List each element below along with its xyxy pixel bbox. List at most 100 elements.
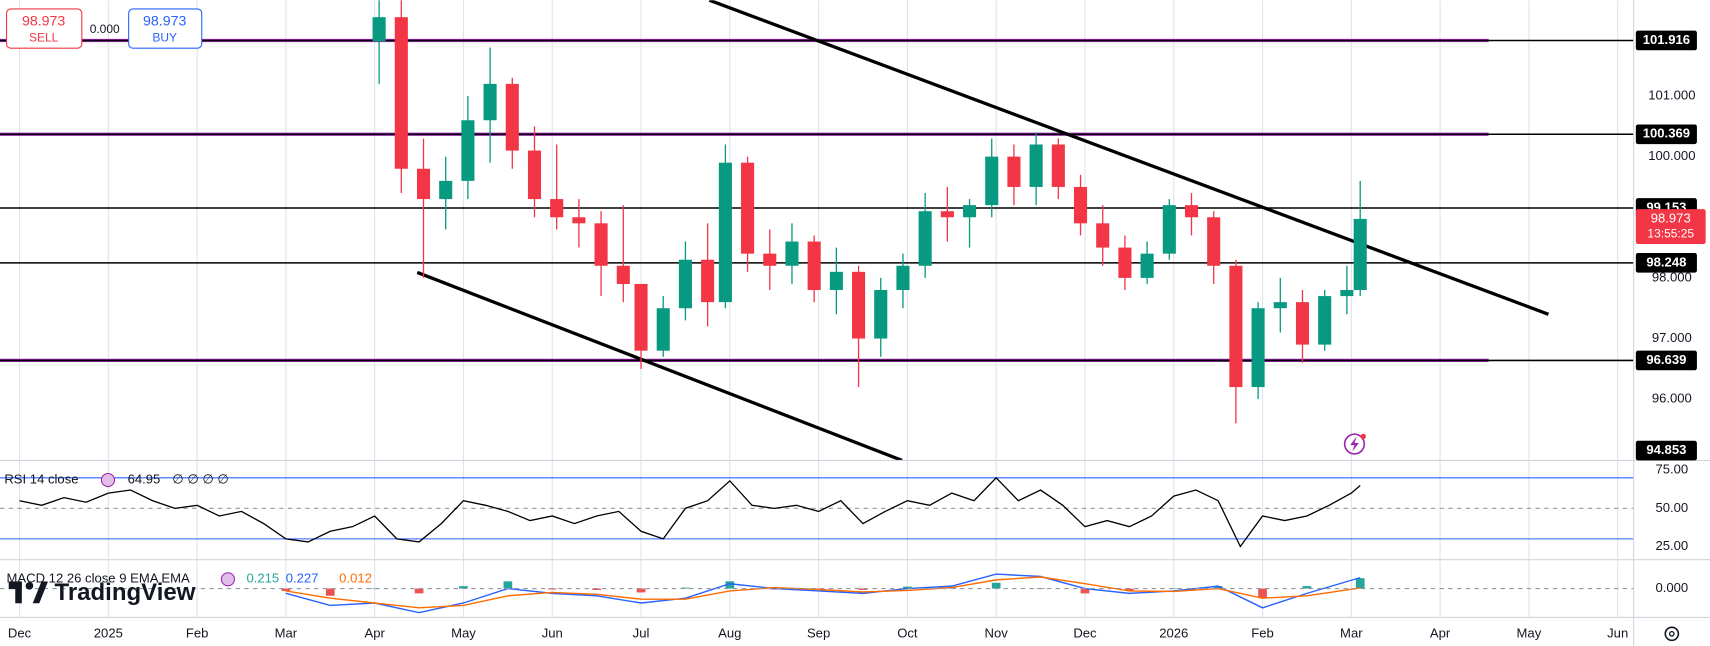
signal-line bbox=[285, 576, 1361, 609]
candle-body bbox=[1251, 308, 1265, 388]
legend-title: RSI 14 close bbox=[4, 471, 78, 486]
histogram-bar bbox=[1080, 588, 1090, 594]
macd-pane bbox=[0, 573, 1634, 614]
axes: Dec 2025 Feb Mar Apr May Jun Jul Aug Sep Oct Nov Dec… bbox=[8, 30, 1706, 640]
candle-body bbox=[678, 259, 692, 309]
histogram-bar bbox=[1169, 588, 1179, 589]
buy-label[interactable]: BUY bbox=[152, 31, 177, 45]
x-tick-label: Jun bbox=[542, 625, 563, 640]
y-tick-label: 25.00 bbox=[1655, 538, 1688, 553]
legend-icon bbox=[100, 472, 116, 488]
legend-value: 0.227 bbox=[286, 571, 319, 586]
level-label-box bbox=[1635, 350, 1697, 371]
histogram-bar bbox=[681, 587, 690, 589]
settings-icon[interactable] bbox=[1664, 626, 1680, 642]
last-price-box bbox=[1635, 209, 1706, 244]
candle-body bbox=[483, 83, 497, 121]
candle-body bbox=[634, 283, 648, 351]
y-tick-label: 0.000 bbox=[1655, 580, 1688, 595]
candle-body bbox=[1073, 186, 1088, 224]
candle-body bbox=[1140, 253, 1154, 278]
x-tick-label: Dec bbox=[8, 625, 32, 640]
candle-body bbox=[1273, 302, 1287, 309]
y-tick-label: 50.00 bbox=[1655, 500, 1688, 515]
candle-body bbox=[1118, 247, 1132, 278]
candle-body bbox=[439, 180, 453, 200]
candle-body bbox=[505, 83, 519, 151]
level-label: 96.639 bbox=[1646, 352, 1686, 367]
level-label-box bbox=[1635, 30, 1697, 51]
candle-body bbox=[718, 162, 732, 303]
candle-body bbox=[1029, 144, 1043, 187]
legend-value: 0.012 bbox=[339, 571, 372, 586]
x-tick-label: Dec bbox=[1073, 625, 1097, 640]
y-tick-label: 75.00 bbox=[1655, 462, 1688, 477]
x-tick-label: Mar bbox=[275, 625, 298, 640]
histogram-bar bbox=[1302, 586, 1312, 589]
candle-body bbox=[1295, 302, 1310, 345]
logo: TradingView bbox=[8, 579, 196, 606]
histogram-bar bbox=[903, 586, 912, 589]
buy-price[interactable]: 98.973 bbox=[143, 14, 186, 30]
sell-label[interactable]: SELL bbox=[29, 31, 59, 45]
candle-body bbox=[572, 217, 586, 224]
alert-icon[interactable] bbox=[1343, 433, 1366, 455]
candle-body bbox=[807, 241, 821, 291]
x-tick-label: May bbox=[451, 625, 476, 640]
histogram-bar bbox=[459, 586, 468, 589]
candle-body bbox=[1162, 205, 1176, 254]
x-tick-label: Oct bbox=[897, 625, 918, 640]
histogram-bar bbox=[281, 588, 291, 591]
legend-title: MACD 12 26 close 9 EMA EMA bbox=[7, 571, 190, 586]
candle-body bbox=[372, 17, 386, 42]
candle-body bbox=[1007, 156, 1021, 187]
trendline bbox=[708, 0, 1549, 316]
candle-body bbox=[616, 265, 630, 284]
y-tick-label: 96.000 bbox=[1652, 391, 1692, 406]
candle-body bbox=[1207, 217, 1221, 266]
candle-body bbox=[1096, 223, 1110, 248]
low-marker-box bbox=[1635, 440, 1697, 461]
candle-body bbox=[1353, 218, 1367, 291]
histogram-bar bbox=[325, 588, 335, 596]
countdown-label: 13:55:25 bbox=[1647, 226, 1694, 240]
trendline bbox=[416, 270, 903, 461]
candle-body bbox=[527, 150, 542, 200]
rsi-pane bbox=[0, 476, 1634, 548]
level-label: 100.369 bbox=[1643, 126, 1690, 141]
rsi-line bbox=[19, 476, 1361, 548]
candle-body bbox=[394, 17, 408, 169]
candle-body bbox=[962, 205, 977, 218]
sell-button[interactable]: 98.973 SELL bbox=[5, 8, 83, 49]
candle-body bbox=[918, 211, 932, 266]
level-label-box bbox=[1635, 124, 1697, 145]
logo-text: TradingView bbox=[55, 579, 196, 606]
x-tick-label: Feb bbox=[186, 625, 209, 640]
level-label-box bbox=[1635, 253, 1697, 273]
candle-body bbox=[1184, 205, 1199, 218]
sell-price[interactable]: 98.973 bbox=[22, 14, 65, 30]
candle-body bbox=[940, 211, 954, 218]
histogram-bar bbox=[725, 581, 735, 589]
x-tick-label: May bbox=[1517, 625, 1542, 640]
candle-body bbox=[550, 199, 564, 218]
histogram-bar bbox=[503, 581, 513, 589]
candle-body bbox=[829, 271, 843, 291]
legend-extras: ∅ ∅ ∅ ∅ bbox=[172, 471, 228, 486]
x-tick-label: Nov bbox=[985, 625, 1009, 640]
legend-value: 0.215 bbox=[246, 571, 279, 586]
level-label: 101.916 bbox=[1643, 32, 1690, 47]
histogram-bar bbox=[858, 588, 868, 590]
histogram-bar bbox=[414, 588, 424, 594]
histogram-bar bbox=[1355, 578, 1365, 589]
spread: 0.000 bbox=[90, 22, 120, 36]
buy-button[interactable]: 98.973 BUY bbox=[128, 8, 203, 49]
histogram-bar bbox=[1258, 588, 1267, 599]
candle-body bbox=[461, 120, 475, 181]
candle-body bbox=[741, 162, 755, 254]
last-price-label: 98.973 bbox=[1651, 210, 1691, 225]
x-tick-label: Mar bbox=[1340, 625, 1363, 640]
candle-body bbox=[763, 253, 777, 266]
